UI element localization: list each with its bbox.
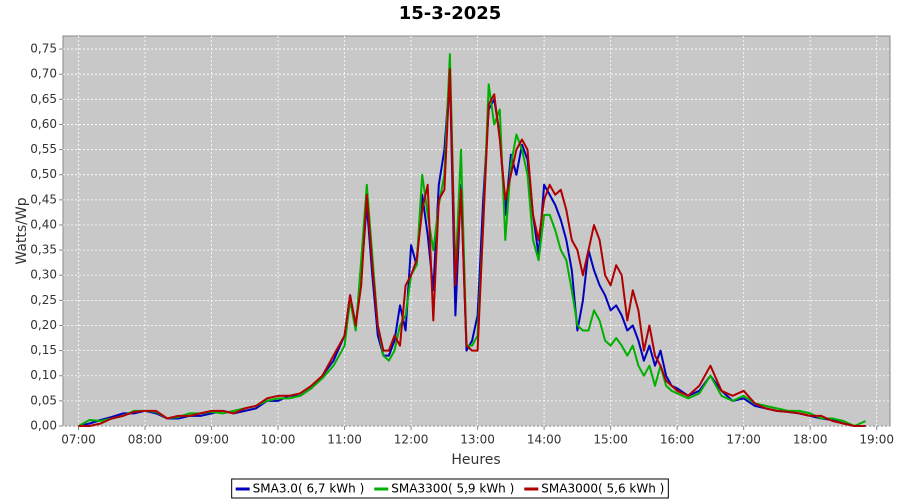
legend-label: SMA3300( 5,9 kWh )	[391, 482, 514, 496]
y-tick-label: 0,70	[30, 67, 57, 81]
y-tick-label: 0,05	[30, 393, 57, 407]
x-axis-label: Heures	[451, 452, 500, 468]
y-tick-label: 0,55	[30, 142, 57, 156]
y-tick-label: 0,45	[30, 192, 57, 206]
chart-title: 15-3-2025	[399, 3, 502, 24]
x-tick-label: 09:00	[194, 433, 229, 447]
y-tick-label: 0,50	[30, 167, 57, 181]
y-axis-label: Watts/Wp	[14, 197, 30, 264]
x-tick-label: 17:00	[726, 433, 761, 447]
x-tick-label: 08:00	[128, 433, 163, 447]
plot-area	[62, 35, 891, 427]
x-tick-label: 19:00	[859, 433, 894, 447]
legend-label: SMA3000( 5,6 kWh )	[541, 482, 664, 496]
x-tick-label: 14:00	[527, 433, 562, 447]
y-tick-label: 0,10	[30, 368, 57, 382]
y-tick-label: 0,65	[30, 92, 57, 106]
x-tick-label: 07:00	[61, 433, 96, 447]
y-tick-label: 0,75	[30, 42, 57, 56]
x-tick-label: 18:00	[793, 433, 828, 447]
x-tick-label: 13:00	[460, 433, 495, 447]
x-tick-label: 16:00	[660, 433, 695, 447]
series-line	[78, 68, 866, 427]
y-tick-label: 0,30	[30, 268, 57, 282]
legend	[231, 478, 669, 499]
x-tick-label: 15:00	[593, 433, 628, 447]
y-tick-label: 0,40	[30, 217, 57, 231]
y-tick-label: 0,60	[30, 117, 57, 131]
series-line	[78, 53, 867, 427]
y-tick-label: 0,20	[30, 318, 57, 332]
y-tick-label: 0,35	[30, 243, 57, 257]
x-tick-label: 11:00	[327, 433, 362, 447]
y-tick-label: 0,00	[30, 419, 57, 433]
y-tick-label: 0,15	[30, 343, 57, 357]
legend-label: SMA3.0( 6,7 kWh )	[253, 482, 365, 496]
x-tick-label: 12:00	[394, 433, 429, 447]
y-tick-label: 0,25	[30, 293, 57, 307]
x-tick-label: 10:00	[261, 433, 296, 447]
